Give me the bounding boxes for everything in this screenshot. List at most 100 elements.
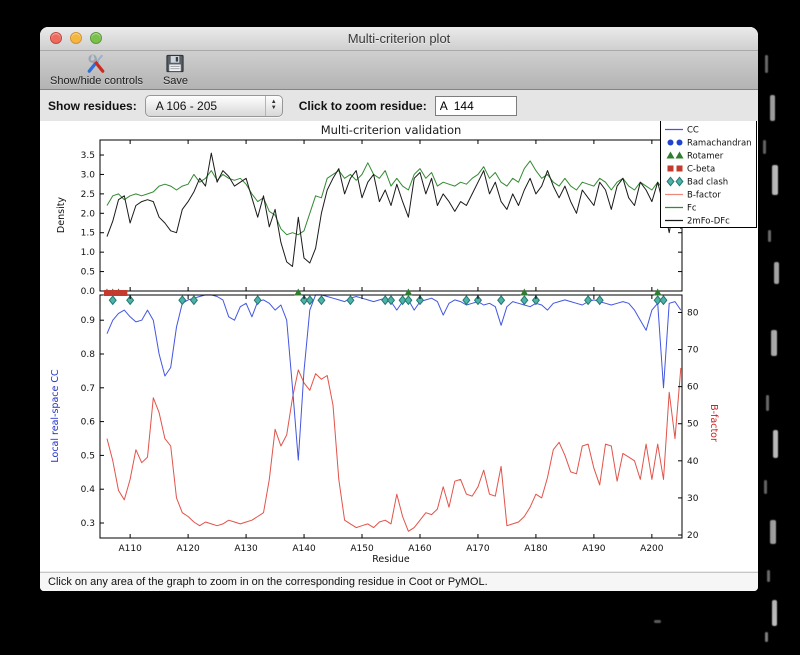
plot-text: 60 bbox=[687, 383, 699, 393]
diamond-marker bbox=[659, 295, 668, 306]
diamond-marker bbox=[398, 295, 407, 306]
plot-text: 0.6 bbox=[81, 418, 96, 428]
close-button[interactable] bbox=[50, 32, 62, 44]
status-text: Click on any area of the graph to zoom i… bbox=[48, 576, 488, 588]
toolbar: Show/hide controls Save bbox=[40, 51, 758, 90]
diamond-marker bbox=[653, 295, 662, 306]
circle-marker bbox=[676, 139, 683, 146]
diamond-marker bbox=[584, 295, 593, 306]
plot-text: A110 bbox=[118, 544, 142, 554]
square-marker bbox=[121, 290, 128, 296]
plot-text: 2.5 bbox=[81, 190, 95, 200]
plot-text: 30 bbox=[687, 494, 699, 504]
top-panel-frame bbox=[99, 139, 683, 292]
diamond-marker bbox=[305, 295, 314, 306]
plot-text: C-beta bbox=[687, 165, 715, 175]
diamond-marker bbox=[300, 295, 309, 306]
plot-text: Residue bbox=[372, 554, 410, 565]
diamond-marker bbox=[317, 295, 326, 306]
show-residues-select[interactable]: A 106 - 205 ▲ ▼ bbox=[144, 94, 283, 117]
multi-criterion-plot-svg[interactable]: A110 A120 A130 A140 A150 A160 A170 A180 A190 A200… bbox=[40, 121, 758, 571]
square-marker bbox=[109, 290, 116, 296]
plot-text: Bad clash bbox=[687, 178, 728, 188]
noise-artifact bbox=[770, 520, 776, 544]
plot-text: B-factor bbox=[687, 191, 721, 201]
window-title: Multi-criterion plot bbox=[347, 31, 451, 46]
triangle-marker bbox=[666, 151, 675, 159]
plot-text: 1.0 bbox=[81, 248, 96, 258]
status-bar: Click on any area of the graph to zoom i… bbox=[40, 572, 758, 591]
diamond-marker bbox=[189, 295, 198, 306]
square-marker bbox=[667, 165, 674, 172]
zoom-button[interactable] bbox=[90, 32, 102, 44]
save-icon bbox=[166, 54, 185, 73]
series-b-factor bbox=[106, 368, 682, 532]
diamond-marker bbox=[520, 295, 529, 306]
diamond-marker bbox=[381, 295, 390, 306]
diamond-marker bbox=[126, 295, 135, 306]
plot-text: 40 bbox=[687, 457, 699, 467]
plot-text: A180 bbox=[524, 544, 548, 554]
plot-legend: CC Ramachandran Rotamer C-beta Bad clash B-fa… bbox=[660, 121, 757, 228]
plot-text: A200 bbox=[640, 544, 664, 554]
square-marker bbox=[676, 165, 683, 172]
triangle-marker bbox=[675, 151, 684, 159]
plot-text: Ramachandran bbox=[687, 139, 752, 149]
save-label: Save bbox=[162, 75, 189, 87]
plot-text: A120 bbox=[176, 544, 200, 554]
plot-text: A150 bbox=[350, 544, 374, 554]
diamond-marker bbox=[404, 295, 413, 306]
series-cc bbox=[106, 294, 682, 461]
plot-text: 3.0 bbox=[81, 170, 96, 180]
show-hide-controls-button[interactable]: Show/hide controls bbox=[50, 52, 143, 87]
square-marker bbox=[115, 290, 122, 296]
diamond-marker bbox=[473, 295, 482, 306]
diamond-marker bbox=[462, 295, 471, 306]
plot-text: 50 bbox=[687, 420, 699, 430]
diamond-marker bbox=[497, 295, 506, 306]
noise-artifact bbox=[764, 480, 767, 494]
plot-text: 80 bbox=[687, 308, 699, 318]
plot-text: Multi-criterion validation bbox=[321, 123, 462, 137]
plot-text: A160 bbox=[408, 544, 432, 554]
circle-marker bbox=[667, 139, 674, 146]
minimize-button[interactable] bbox=[70, 32, 82, 44]
plot-text: 0.0 bbox=[81, 287, 96, 297]
noise-artifact bbox=[768, 230, 771, 242]
save-button[interactable]: Save bbox=[163, 52, 188, 87]
diamond-marker bbox=[666, 176, 675, 187]
plot-text: 70 bbox=[687, 346, 699, 356]
diamond-marker bbox=[386, 295, 396, 306]
plot-text: 0.4 bbox=[81, 485, 96, 495]
plot-text: A190 bbox=[582, 544, 606, 554]
zoom-residue-label: Click to zoom residue: bbox=[298, 98, 427, 113]
plot-text: 2.0 bbox=[81, 209, 96, 219]
noise-artifact bbox=[771, 330, 777, 356]
zoom-residue-input[interactable] bbox=[434, 95, 517, 116]
diamond-marker bbox=[415, 295, 425, 306]
triangle-marker bbox=[520, 288, 529, 296]
controls-row: Show residues: A 106 - 205 ▲ ▼ Click to z… bbox=[40, 90, 758, 122]
diamond-marker bbox=[108, 295, 117, 306]
series-fc bbox=[106, 160, 682, 236]
plot-canvas[interactable]: A110 A120 A130 A140 A150 A160 A170 A180 A190 A200… bbox=[40, 121, 758, 571]
noise-artifact bbox=[773, 430, 778, 458]
plot-text: A170 bbox=[466, 544, 490, 554]
plot-text: Fc bbox=[687, 204, 697, 214]
plot-text: 1.5 bbox=[81, 229, 95, 239]
stepper-arrows-icon: ▲ ▼ bbox=[264, 95, 282, 116]
plot-text: 0.7 bbox=[81, 384, 95, 394]
plot-text: 3.5 bbox=[81, 151, 95, 161]
diamond-marker bbox=[346, 295, 355, 306]
outlier-markers bbox=[102, 288, 668, 306]
show-residues-value: A 106 - 205 bbox=[155, 98, 218, 113]
square-marker bbox=[103, 290, 110, 296]
diamond-marker bbox=[253, 295, 262, 306]
titlebar[interactable]: Multi-criterion plot bbox=[40, 27, 758, 51]
noise-artifact bbox=[766, 395, 769, 411]
plot-text: 0.3 bbox=[81, 519, 95, 529]
diamond-marker bbox=[178, 295, 187, 306]
diamond-marker bbox=[675, 176, 684, 187]
plot-text: 20 bbox=[687, 531, 699, 541]
